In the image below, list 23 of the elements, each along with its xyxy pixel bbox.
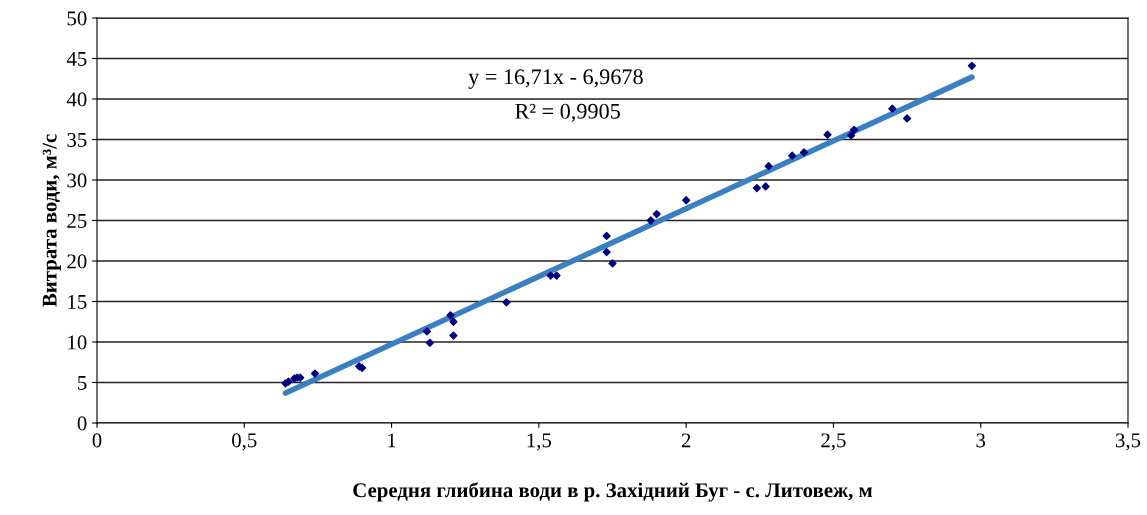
y-tick-label: 45 bbox=[66, 52, 87, 66]
y-tick-label: 15 bbox=[68, 294, 87, 309]
x-tick-label: 2,5 bbox=[821, 433, 846, 451]
y-axis-title: Витрата води, м³/с bbox=[42, 134, 61, 307]
y-tick-label: 35 bbox=[67, 132, 87, 147]
x-tick-label: 3 bbox=[976, 433, 986, 448]
y-tick-label: 5 bbox=[78, 376, 87, 390]
x-tick-label: 3,5 bbox=[1115, 433, 1141, 451]
annotation: y = 16,71x - 6,9678 bbox=[468, 69, 643, 89]
annotation: R² = 0,9905 bbox=[515, 103, 620, 122]
x-tick-label: 0 bbox=[92, 433, 102, 448]
y-tick-label: 20 bbox=[67, 254, 87, 269]
x-axis-title: Середня глибина води в р. Західний Буг - с. Литовеж, м bbox=[353, 482, 873, 502]
y-tick-label: 40 bbox=[66, 92, 87, 107]
x-tick-label: 1 bbox=[388, 433, 396, 448]
y-tick-label: 10 bbox=[68, 335, 87, 350]
y-tick-label: 0 bbox=[77, 416, 87, 431]
x-tick-label: 1,5 bbox=[527, 433, 552, 451]
y-tick-label: 25 bbox=[67, 213, 87, 228]
x-tick-label: 0,5 bbox=[232, 433, 257, 451]
y-tick-label: 50 bbox=[67, 11, 87, 26]
x-tick-label: 2 bbox=[681, 433, 691, 448]
y-tick-label: 30 bbox=[67, 173, 87, 188]
